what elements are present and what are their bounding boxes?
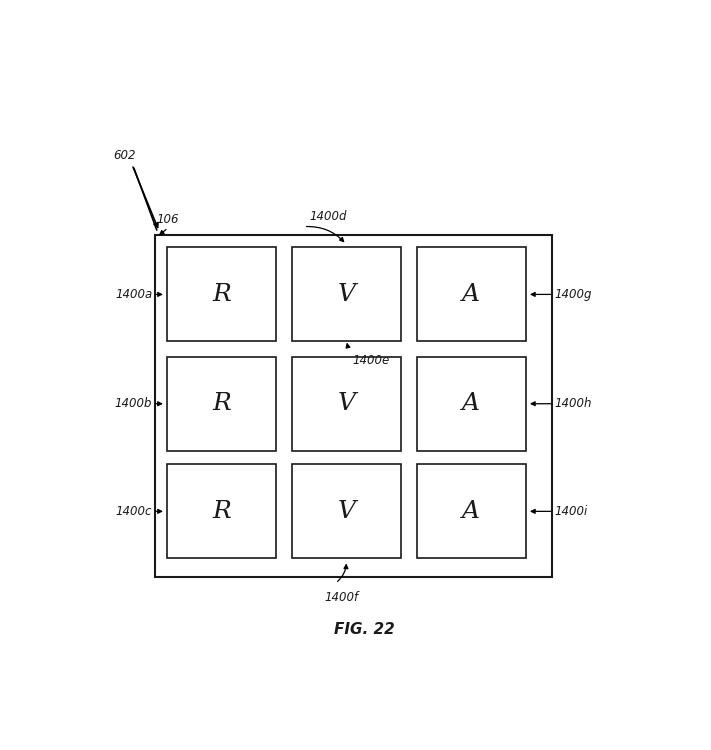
Bar xyxy=(417,464,526,558)
Text: 1400a: 1400a xyxy=(115,288,152,301)
Text: A: A xyxy=(462,283,481,306)
Bar xyxy=(417,248,526,341)
Text: 1400d: 1400d xyxy=(309,210,347,224)
Bar xyxy=(292,248,401,341)
Text: 1400g: 1400g xyxy=(555,288,592,301)
Bar xyxy=(155,236,552,577)
Text: R: R xyxy=(212,500,231,523)
Text: FIG. 22: FIG. 22 xyxy=(334,622,395,637)
Text: V: V xyxy=(338,392,356,416)
Text: 1400h: 1400h xyxy=(555,398,592,410)
Text: 1400c: 1400c xyxy=(116,505,152,518)
Text: 1400f: 1400f xyxy=(324,591,358,604)
Bar xyxy=(167,357,276,451)
Text: V: V xyxy=(338,283,356,306)
Text: V: V xyxy=(338,500,356,523)
Bar xyxy=(292,357,401,451)
Text: A: A xyxy=(462,500,481,523)
Bar xyxy=(167,464,276,558)
Text: 1400e: 1400e xyxy=(352,353,389,367)
Text: 602: 602 xyxy=(114,149,137,162)
Bar xyxy=(292,464,401,558)
Bar xyxy=(167,248,276,341)
Text: R: R xyxy=(212,283,231,306)
Text: 1400b: 1400b xyxy=(114,398,152,410)
Text: 106: 106 xyxy=(156,212,178,226)
Bar xyxy=(417,357,526,451)
Text: R: R xyxy=(212,392,231,416)
Text: 1400i: 1400i xyxy=(555,505,588,518)
Text: A: A xyxy=(462,392,481,416)
